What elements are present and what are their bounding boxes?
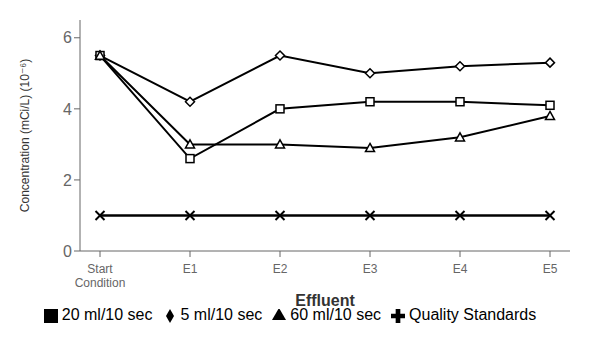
svg-text:E5: E5 [543, 262, 558, 276]
svg-text:2: 2 [63, 172, 72, 189]
svg-text:Concentration (mCi/L) (10⁻⁶): Concentration (mCi/L) (10⁻⁶) [18, 59, 32, 212]
svg-text:E4: E4 [453, 262, 468, 276]
svg-text:E2: E2 [273, 262, 288, 276]
html-text:5 ml/10 sec: 5 ml/10 sec [180, 306, 263, 323]
svg-text:6: 6 [63, 29, 72, 46]
html-text:20 ml/10 sec: 20 ml/10 sec [61, 306, 153, 323]
svg-text:E3: E3 [363, 262, 378, 276]
svg-text:4: 4 [63, 101, 72, 118]
svg-text:Effluent: Effluent [295, 292, 355, 309]
html-text:60 ml/10 sec: 60 ml/10 sec [290, 306, 381, 323]
svg-text:0: 0 [63, 243, 72, 260]
svg-text:StartCondition: StartCondition [75, 262, 126, 290]
html-text:Quality Standards: Quality Standards [409, 306, 537, 323]
svg-text:E1: E1 [183, 262, 198, 276]
